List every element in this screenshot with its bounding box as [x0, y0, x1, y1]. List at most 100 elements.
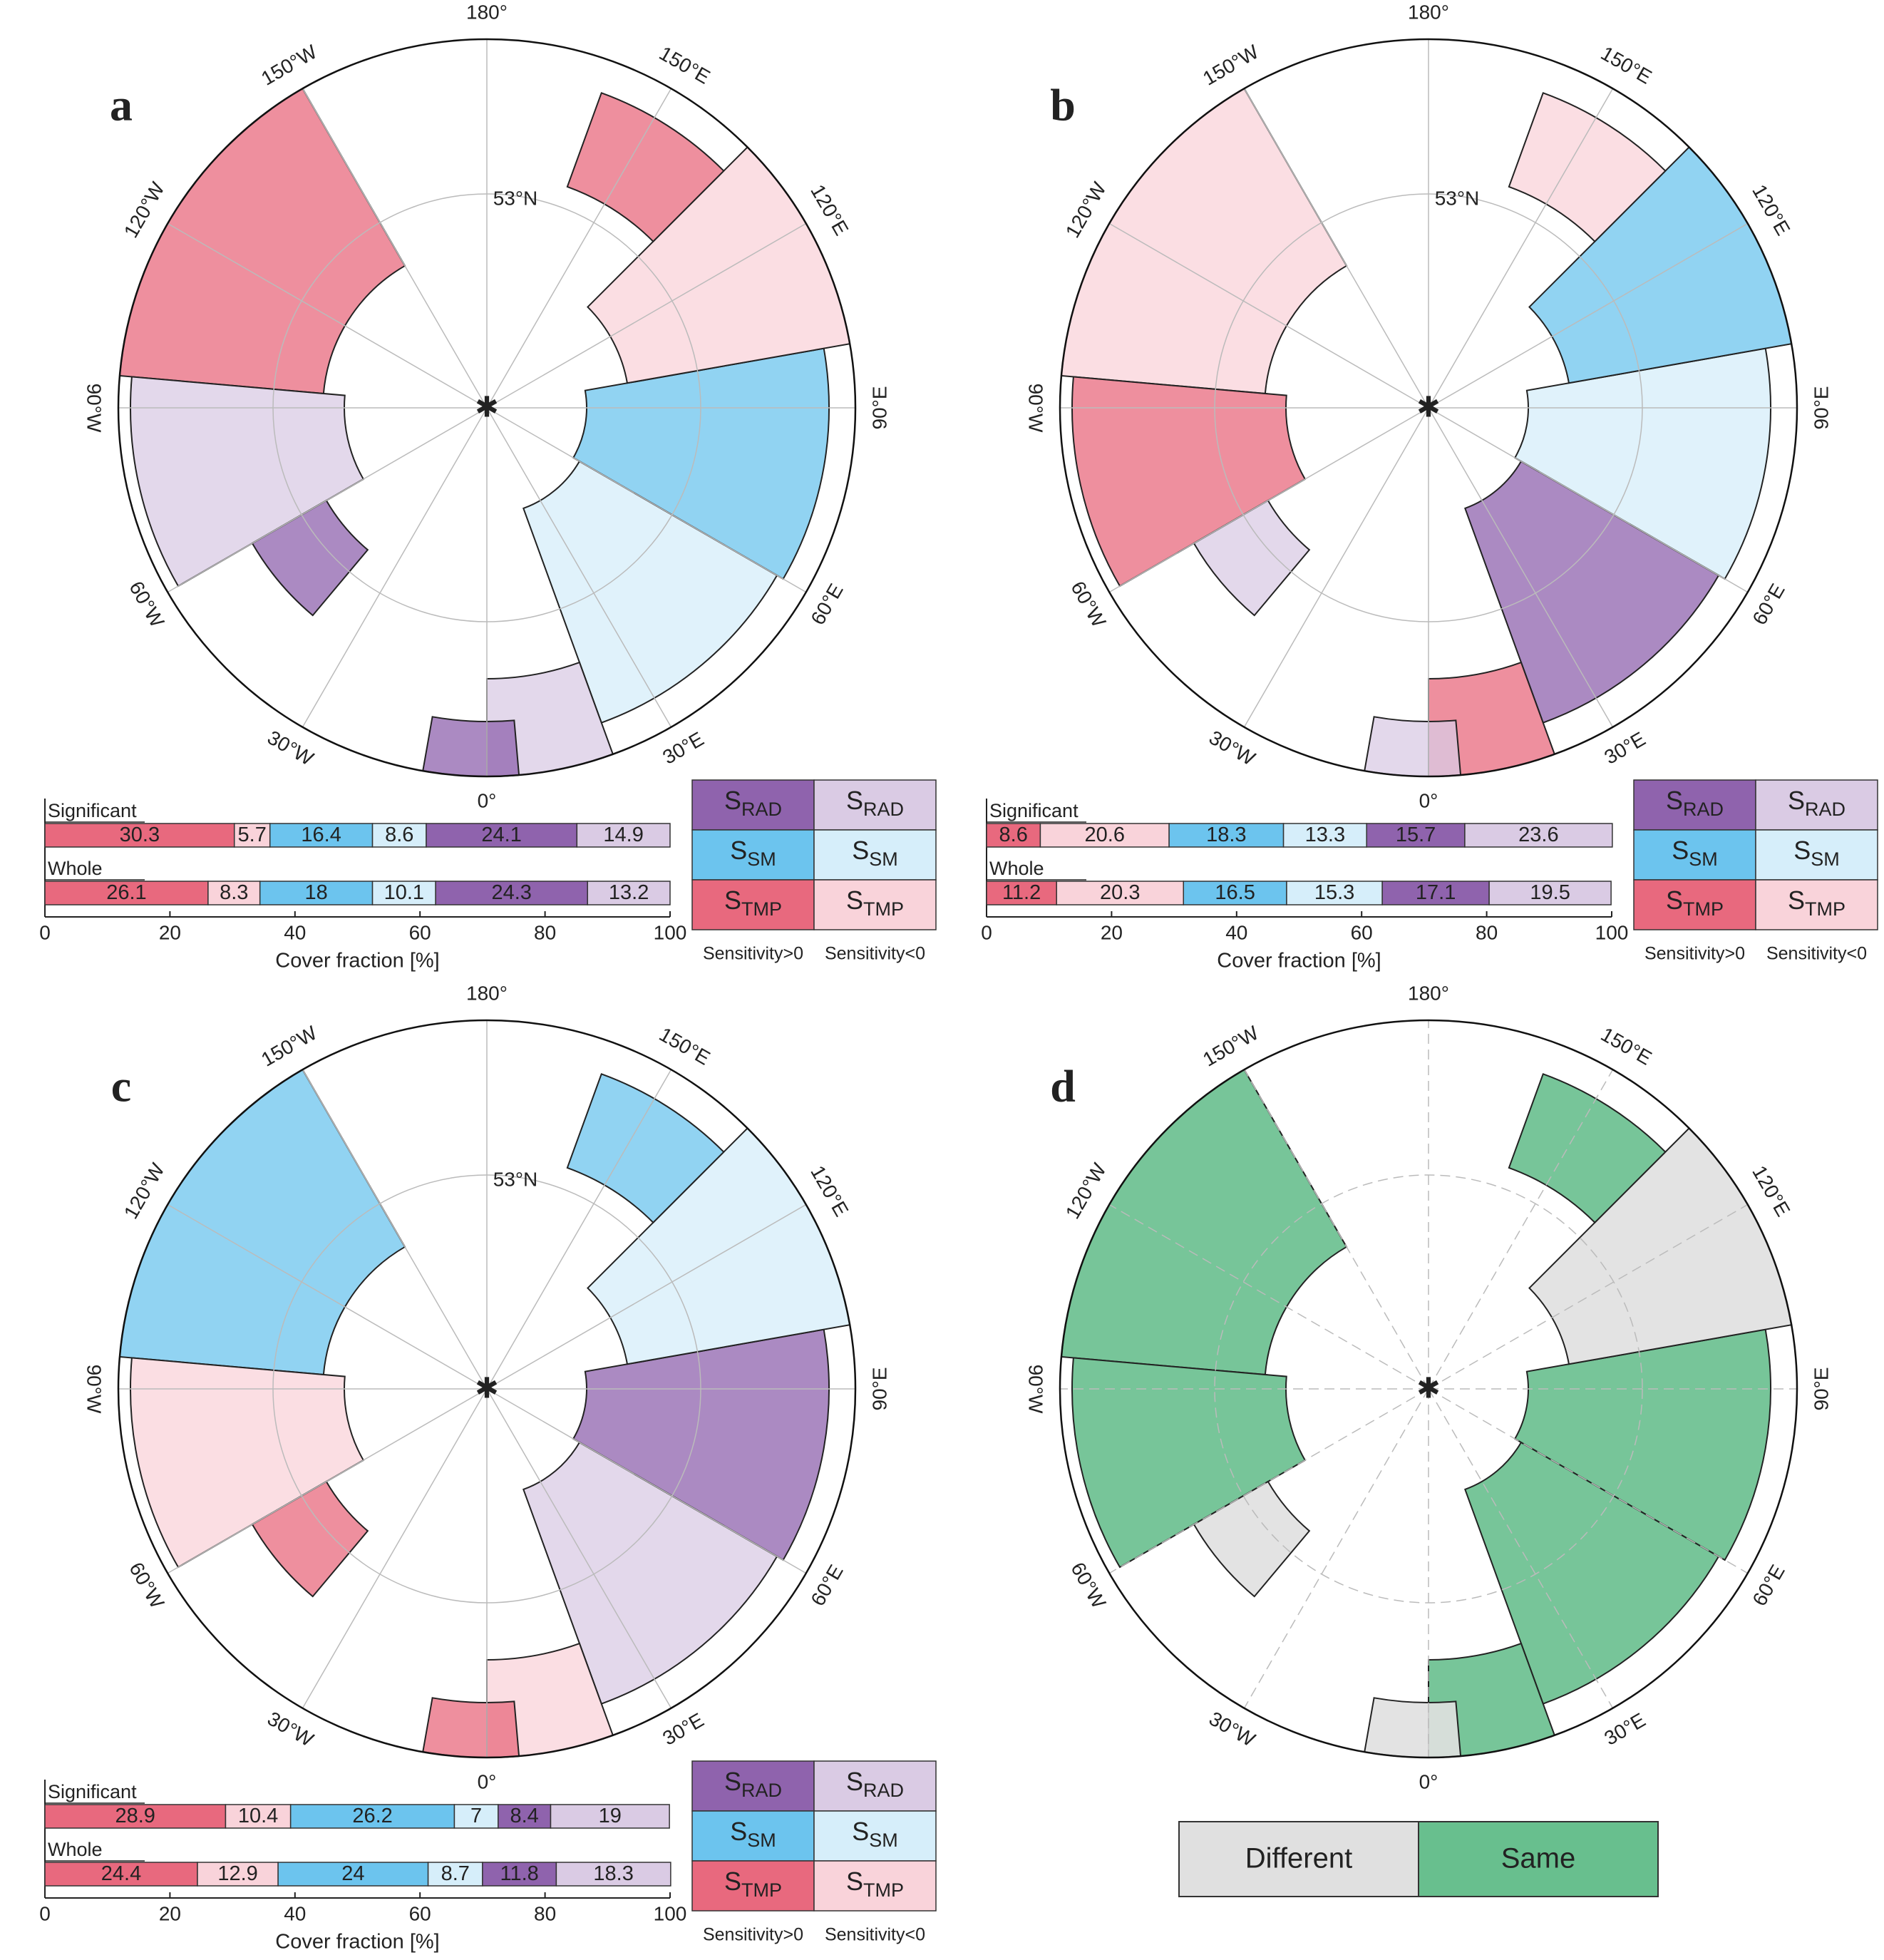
longitude-label: 150°E	[1597, 1023, 1656, 1069]
x-tick-label: 0	[981, 921, 992, 943]
legend-symbol: S	[852, 1817, 869, 1846]
legend-swatch	[813, 1810, 937, 1862]
x-tick-label: 80	[534, 921, 556, 943]
x-tick-label: 0	[39, 1902, 51, 1924]
meridian	[1428, 1069, 1614, 1390]
map: ✱ 0° 30°E 60°E 90°E 120°E 150°E 180° 150°W 120°W 9…	[1025, 1, 1833, 811]
parallel	[1214, 193, 1643, 622]
longitude-label: 180°	[1408, 1, 1449, 23]
bar-segment	[435, 881, 588, 905]
pole-marker: ✱	[475, 1373, 499, 1405]
land-region	[422, 1697, 520, 1758]
longitude-label: 180°	[466, 982, 508, 1004]
legend-column-label: Sensitivity>0	[703, 944, 803, 964]
bar-value-label: 11.8	[500, 1862, 538, 1885]
meridian	[486, 1204, 807, 1390]
pole-marker: ✱	[475, 392, 499, 424]
bar-segment	[1039, 823, 1170, 848]
meridian	[167, 222, 488, 409]
category-label: Whole	[989, 858, 1044, 879]
panel-letter: a	[110, 80, 133, 130]
legend-column-label: Sensitivity>0	[1644, 944, 1745, 964]
bar-value-label: 10.4	[238, 1805, 278, 1827]
bar-segment	[1183, 881, 1287, 905]
land-region	[523, 1441, 778, 1705]
longitude-label: 0°	[1419, 789, 1438, 811]
legend-swatch	[813, 1760, 937, 1812]
bar-segment	[371, 881, 436, 905]
legend-swatch	[1633, 829, 1756, 881]
bar-value-label: 20.6	[1085, 823, 1125, 846]
map-outline	[117, 38, 857, 778]
meridian	[1108, 222, 1429, 409]
legend-symbol: S	[730, 1817, 747, 1846]
bar-value-label: 7	[470, 1805, 482, 1827]
legend-swatch	[813, 779, 937, 831]
meridian	[302, 88, 488, 409]
category-label: Significant	[48, 800, 137, 821]
meridian	[1428, 222, 1749, 409]
bar-segment	[576, 823, 671, 848]
legend-label: STMP	[846, 886, 904, 920]
bar-value-label: 10.1	[384, 881, 424, 904]
longitude-label: 180°	[1408, 982, 1449, 1004]
legend-symbol: S	[846, 886, 863, 915]
longitude-label: 60°W	[125, 578, 169, 632]
panel-letter: b	[1050, 80, 1076, 130]
category-label: Significant	[989, 800, 1079, 821]
meridian	[486, 407, 807, 593]
longitude-label: 120°W	[1061, 178, 1111, 242]
meridian	[302, 1069, 488, 1390]
category-label: Whole	[48, 1839, 103, 1860]
legend-swatch	[813, 829, 937, 881]
latitude-label: 53°N	[493, 187, 538, 209]
land-region	[130, 376, 365, 588]
map-outline	[1059, 38, 1798, 778]
latitude-label: 53°N	[1435, 187, 1480, 209]
longitude-label: 30°W	[1205, 726, 1260, 770]
longitude-label: 60°W	[1066, 1559, 1111, 1613]
bar-value-label: 17.1	[1416, 881, 1456, 904]
legend-label: STMP	[846, 1867, 904, 1902]
meridian	[167, 1204, 488, 1390]
x-tick-label: 60	[409, 921, 431, 943]
land-region	[1364, 716, 1462, 777]
longitude-label: 30°W	[1205, 1707, 1260, 1751]
legend-label: SSM	[1672, 836, 1718, 871]
legend-swatch	[691, 829, 815, 881]
legend-label: SRAD	[846, 786, 904, 821]
legend-label: SSM	[852, 836, 898, 871]
legend-subscript: SM	[869, 848, 898, 870]
meridian	[302, 407, 488, 728]
legend-column-label: Sensitivity<0	[825, 1925, 925, 1945]
bar-value-label: 24	[341, 1862, 364, 1885]
bar-value-label: 13.3	[1305, 823, 1345, 846]
bar-segment	[371, 823, 427, 848]
bar-segment	[197, 1862, 279, 1887]
longitude-label: 30°W	[264, 1707, 318, 1751]
land-region	[1464, 460, 1720, 724]
bar-value-label: 23.6	[1518, 823, 1558, 846]
category-label: Whole	[48, 858, 103, 879]
land-region	[1071, 376, 1307, 588]
x-tick-label: 40	[1225, 921, 1247, 943]
legend-symbol: S	[1788, 886, 1805, 915]
longitude-label: 90°E	[1810, 386, 1832, 429]
legend-subscript: RAD	[741, 799, 782, 820]
bar-segment	[259, 881, 374, 905]
legend-column-label: Sensitivity>0	[703, 1925, 803, 1945]
legend-label: STMP	[724, 1867, 782, 1902]
legend-symbol: S	[1672, 836, 1689, 865]
longitude-label: 90°E	[868, 1367, 890, 1410]
panel-letter: d	[1050, 1061, 1076, 1112]
x-tick-label: 80	[534, 1902, 556, 1924]
land-region	[1508, 1073, 1667, 1224]
land-region	[566, 1073, 725, 1224]
longitude-label: 90°E	[1810, 1367, 1832, 1410]
bar-value-label: 20.3	[1100, 881, 1140, 904]
bar-value-label: 24.4	[101, 1862, 141, 1885]
longitude-label: 60°W	[125, 1559, 169, 1613]
longitude-label: 30°E	[659, 1708, 707, 1749]
legend-swatch	[1633, 779, 1756, 831]
legend-symbol: S	[846, 786, 863, 815]
